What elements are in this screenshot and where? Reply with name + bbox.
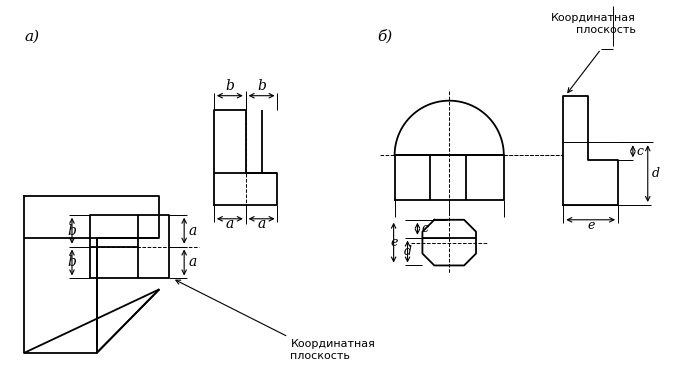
Text: b: b [225, 79, 234, 93]
Text: а): а) [25, 29, 40, 43]
Text: d: d [651, 167, 660, 180]
Text: b: b [257, 79, 266, 93]
Text: c: c [637, 145, 644, 158]
Text: c: c [421, 222, 428, 235]
Text: e: e [390, 236, 397, 249]
Text: a: a [225, 217, 234, 231]
Text: e: e [587, 219, 595, 232]
Text: Координатная
плоскость: Координатная плоскость [290, 339, 375, 360]
Text: b: b [67, 256, 76, 269]
Text: a: a [188, 224, 197, 238]
Text: b: b [67, 224, 76, 238]
Text: б): б) [377, 29, 393, 43]
Text: Координатная
плоскость: Координатная плоскость [551, 13, 636, 35]
Text: a: a [258, 217, 266, 231]
Text: a: a [188, 256, 197, 269]
Text: d: d [403, 245, 412, 258]
